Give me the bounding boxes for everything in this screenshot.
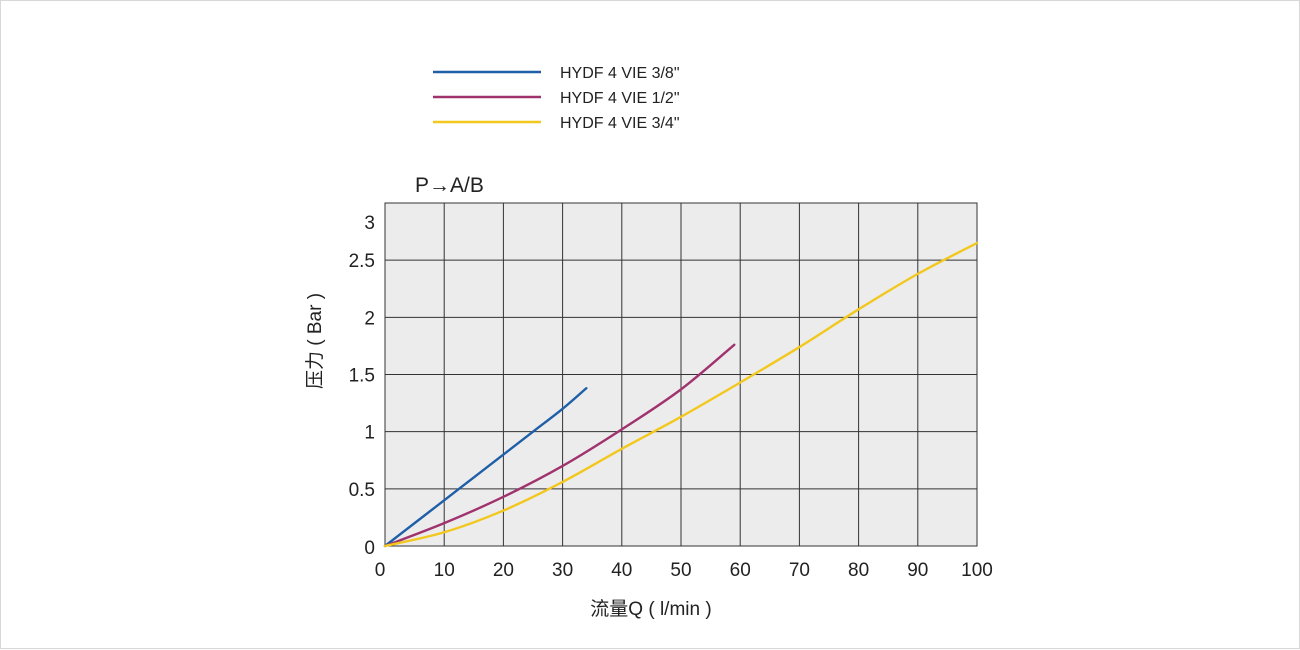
y-ticks: 0 0.5 1 1.5 2 2.5 3 — [349, 213, 375, 559]
y-axis-label: 压力 ( Bar ) — [304, 293, 326, 389]
x-tick-label: 50 — [670, 560, 691, 581]
x-ticks: 0 10 20 30 40 50 60 70 80 90 100 — [375, 560, 993, 581]
legend-label: HYDF 4 VIE 1/2" — [560, 90, 680, 107]
x-tick-label: 30 — [552, 560, 573, 581]
series-line — [383, 343, 736, 548]
y-tick-label: 3 — [364, 213, 375, 234]
x-tick-label: 70 — [789, 560, 810, 581]
x-axis-label: 流量Q ( l/min ) — [590, 598, 711, 620]
y-tick-label: 2 — [364, 308, 375, 329]
y-tick-label: 2.5 — [349, 251, 375, 272]
legend: HYDF 4 VIE 3/8" HYDF 4 VIE 1/2" HYDF 4 VIE… — [433, 65, 680, 132]
x-tick-label: 20 — [493, 560, 514, 581]
series-line — [383, 241, 979, 548]
x-tick-label: 80 — [848, 560, 869, 581]
x-tick-label: 100 — [961, 560, 993, 581]
x-tick-label: 40 — [611, 560, 632, 581]
legend-label: HYDF 4 VIE 3/4" — [560, 115, 680, 132]
y-tick-label: 0 — [364, 538, 375, 559]
grid — [384, 202, 978, 547]
x-tick-label: 90 — [907, 560, 928, 581]
x-tick-label: 60 — [730, 560, 751, 581]
legend-label: HYDF 4 VIE 3/8" — [560, 65, 680, 82]
x-tick-label: 10 — [434, 560, 455, 581]
x-tick-label: 0 — [375, 560, 386, 581]
y-tick-label: 1.5 — [349, 366, 375, 387]
series-group — [383, 241, 979, 548]
y-tick-label: 0.5 — [349, 480, 375, 501]
series-line — [383, 387, 588, 548]
y-tick-label: 1 — [364, 423, 375, 444]
chart-title: P→A/B — [415, 174, 484, 197]
